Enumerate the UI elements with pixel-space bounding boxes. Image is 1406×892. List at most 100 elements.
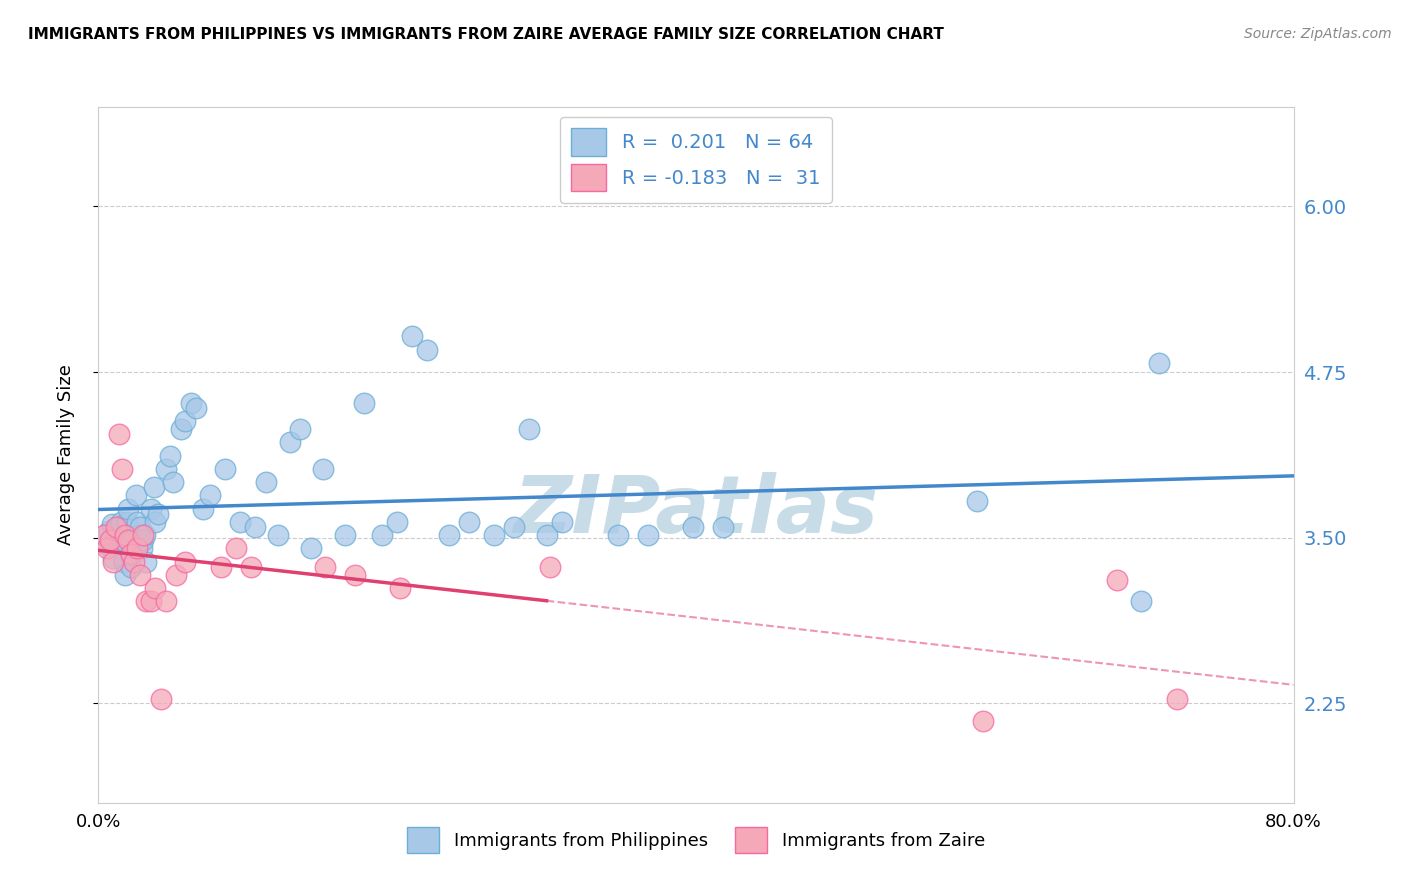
Point	[538, 560, 561, 574]
Point	[344, 567, 367, 582]
Point	[371, 528, 394, 542]
Point	[502, 520, 524, 534]
Text: IMMIGRANTS FROM PHILIPPINES VS IMMIGRANTS FROM ZAIRE AVERAGE FAMILY SIZE CORRELA: IMMIGRANTS FROM PHILIPPINES VS IMMIGRANT…	[28, 27, 943, 42]
Point	[311, 462, 333, 476]
Point	[94, 537, 117, 551]
Point	[117, 533, 139, 548]
Point	[191, 501, 214, 516]
Point	[1147, 356, 1170, 370]
Point	[385, 515, 409, 529]
Point	[299, 541, 322, 556]
Point	[484, 528, 506, 542]
Point	[124, 555, 146, 569]
Point	[353, 395, 375, 409]
Point	[117, 501, 139, 516]
Point	[288, 422, 311, 436]
Point	[97, 524, 120, 538]
Point	[105, 531, 128, 545]
Point	[155, 594, 177, 608]
Point	[120, 560, 142, 574]
Point	[159, 449, 181, 463]
Point	[118, 547, 141, 561]
Point	[550, 515, 572, 529]
Point	[115, 515, 138, 529]
Point	[1166, 692, 1188, 706]
Point	[111, 462, 134, 476]
Point	[278, 435, 301, 450]
Point	[114, 528, 136, 542]
Point	[100, 533, 122, 548]
Point	[229, 515, 252, 529]
Point	[155, 462, 177, 476]
Point	[127, 515, 149, 529]
Point	[135, 555, 157, 569]
Text: Source: ZipAtlas.com: Source: ZipAtlas.com	[1244, 27, 1392, 41]
Point	[389, 581, 412, 595]
Point	[439, 528, 461, 542]
Point	[139, 594, 162, 608]
Point	[125, 488, 148, 502]
Point	[401, 329, 423, 343]
Point	[517, 422, 540, 436]
Point	[93, 528, 115, 542]
Point	[607, 528, 630, 542]
Point	[105, 520, 128, 534]
Text: ZIPatlas: ZIPatlas	[513, 472, 879, 549]
Point	[458, 515, 481, 529]
Point	[103, 550, 125, 565]
Point	[209, 560, 232, 574]
Point	[128, 528, 150, 542]
Point	[162, 475, 184, 489]
Point	[333, 528, 356, 542]
Point	[214, 462, 236, 476]
Point	[966, 493, 988, 508]
Point	[132, 533, 155, 548]
Point	[107, 520, 129, 534]
Point	[637, 528, 659, 542]
Point	[111, 533, 134, 548]
Point	[1107, 573, 1129, 587]
Point	[150, 692, 173, 706]
Point	[135, 594, 157, 608]
Point	[184, 401, 207, 415]
Point	[536, 528, 558, 542]
Point	[245, 520, 267, 534]
Point	[972, 714, 994, 728]
Point	[239, 560, 262, 574]
Point	[254, 475, 277, 489]
Point	[142, 480, 165, 494]
Point	[143, 581, 166, 595]
Point	[129, 520, 152, 534]
Point	[225, 541, 247, 556]
Point	[169, 422, 191, 436]
Point	[416, 343, 439, 357]
Point	[143, 515, 166, 529]
Point	[134, 528, 156, 542]
Point	[200, 488, 222, 502]
Point	[132, 528, 155, 542]
Point	[148, 507, 170, 521]
Point	[101, 517, 124, 532]
Y-axis label: Average Family Size: Average Family Size	[56, 365, 75, 545]
Point	[108, 427, 131, 442]
Point	[96, 541, 118, 556]
Point	[127, 541, 149, 556]
Point	[110, 515, 132, 529]
Point	[139, 501, 162, 516]
Point	[180, 395, 202, 409]
Point	[1130, 594, 1153, 608]
Point	[174, 555, 197, 569]
Point	[131, 541, 153, 556]
Point	[114, 567, 136, 582]
Point	[682, 520, 704, 534]
Point	[112, 555, 135, 569]
Point	[267, 528, 290, 542]
Point	[174, 414, 197, 428]
Point	[165, 567, 187, 582]
Point	[711, 520, 734, 534]
Point	[120, 547, 142, 561]
Point	[315, 560, 337, 574]
Point	[129, 567, 152, 582]
Point	[103, 555, 125, 569]
Legend: Immigrants from Philippines, Immigrants from Zaire: Immigrants from Philippines, Immigrants …	[396, 816, 995, 863]
